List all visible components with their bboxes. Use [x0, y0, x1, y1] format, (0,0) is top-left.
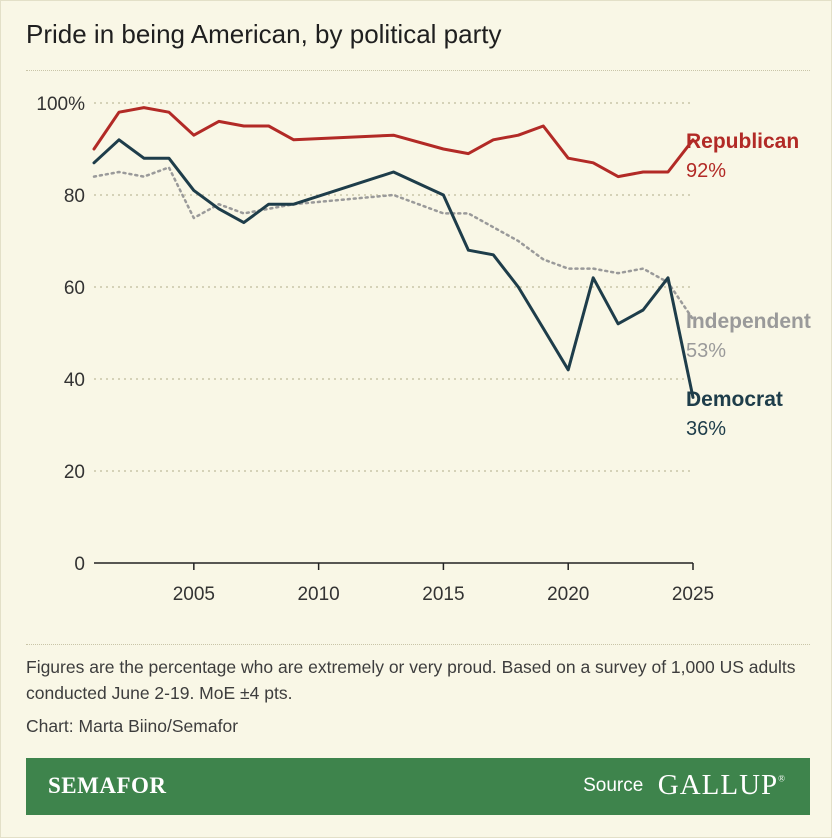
page-title: Pride in being American, by political pa… [26, 19, 502, 49]
source-credit: Source GALLUP® [583, 769, 786, 802]
series-value-republican: 92% [686, 160, 726, 182]
x-tick-label: 2020 [547, 584, 589, 605]
series-line-independent [92, 166, 695, 321]
x-tick-label: 2025 [672, 584, 714, 605]
registered-mark: ® [778, 773, 786, 784]
source-label: Source [583, 774, 644, 796]
gallup-logo: GALLUP® [658, 769, 786, 801]
x-tick-label: 2010 [297, 584, 339, 605]
series-value-independent: 53% [686, 340, 726, 362]
semafor-logo: SEMAFOR [48, 773, 167, 798]
x-tick-label: 2015 [422, 584, 464, 605]
series-label-republican: Republican [686, 130, 799, 153]
series-labels: Republican 92% Independent 53% Democrat 36% [686, 130, 811, 440]
series-line-republican [92, 106, 695, 179]
line-chart: 0 20 40 60 80 100% 2005 2010 2015 2020 2025 Republ… [36, 94, 811, 605]
series-label-democrat: Democrat [686, 388, 783, 411]
y-tick-label: 20 [64, 462, 85, 483]
series-lines [92, 106, 695, 399]
chart-credit: Chart: Marta Biino/Semafor [26, 716, 239, 736]
title-divider [26, 70, 810, 71]
x-tick-label: 2005 [173, 584, 215, 605]
y-tick-label: 100% [36, 94, 85, 115]
y-tick-label: 60 [64, 278, 85, 299]
gridlines [94, 102, 693, 472]
axes: 0 20 40 60 80 100% 2005 2010 2015 2020 2025 [36, 94, 714, 605]
series-value-democrat: 36% [686, 418, 726, 440]
series-label-independent: Independent [686, 310, 811, 333]
chart-description: Figures are the percentage who are extre… [26, 657, 796, 703]
notes-divider [26, 644, 810, 645]
y-tick-label: 40 [64, 370, 85, 391]
y-tick-label: 80 [64, 186, 85, 207]
series-line-democrat [92, 138, 695, 399]
y-tick-label: 0 [74, 554, 85, 575]
gallup-wordmark: GALLUP [657, 769, 779, 801]
footer-bar: SEMAFOR Source GALLUP® [26, 758, 810, 815]
